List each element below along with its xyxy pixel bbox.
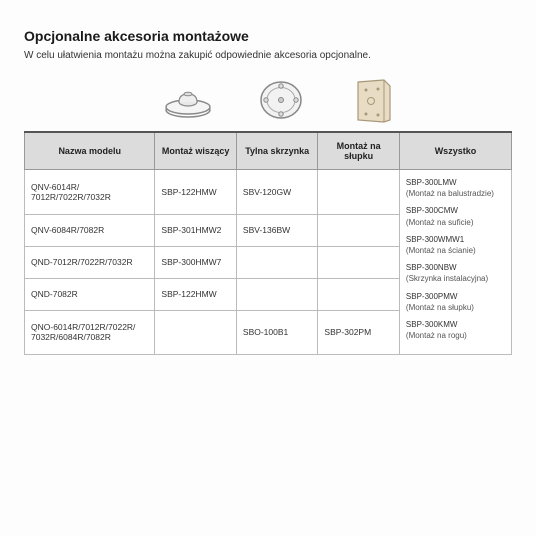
cell-backbox: SBV-136BW bbox=[236, 214, 318, 246]
cell-hanging: SBP-122HMW bbox=[155, 278, 237, 310]
cell-pole: SBP-302PM bbox=[318, 310, 400, 355]
table-header-row: Nazwa modelu Montaż wiszący Tylna skrzyn… bbox=[25, 132, 512, 170]
cell-all: SBP-300LMW(Montaż na balustradzie) SBP-30… bbox=[399, 170, 511, 355]
col-hanging: Montaż wiszący bbox=[155, 132, 237, 170]
cell-pole bbox=[318, 278, 400, 310]
all-item-code: SBP-300LMW bbox=[406, 177, 505, 188]
all-item-code: SBP-300NBW bbox=[406, 262, 505, 273]
cell-hanging: SBP-122HMW bbox=[155, 170, 237, 215]
all-item-code: SBP-300CMW bbox=[406, 205, 505, 216]
all-item-desc: (Montaż na suficie) bbox=[406, 217, 505, 228]
all-item-code: SBP-300KMW bbox=[406, 319, 505, 330]
cell-model: QND-7082R bbox=[25, 278, 155, 310]
cell-hanging: SBP-300HMW7 bbox=[155, 246, 237, 278]
all-item-desc: (Montaż na balustradzie) bbox=[406, 188, 505, 199]
all-item-desc: (Montaż na ścianie) bbox=[406, 245, 505, 256]
cell-hanging: SBP-301HMW2 bbox=[155, 214, 237, 246]
cell-model: QNV-6014R/ 7012R/7022R/7032R bbox=[25, 170, 155, 215]
col-all: Wszystko bbox=[399, 132, 511, 170]
all-item-desc: (Skrzynka instalacyjna) bbox=[406, 273, 505, 284]
page-title: Opcjonalne akcesoria montażowe bbox=[24, 28, 512, 44]
col-model: Nazwa modelu bbox=[25, 132, 155, 170]
all-item-desc: (Montaż na rogu) bbox=[406, 330, 505, 341]
cell-backbox: SBV-120GW bbox=[236, 170, 318, 215]
cell-backbox bbox=[236, 278, 318, 310]
cell-hanging bbox=[155, 310, 237, 355]
col-pole: Montaż na słupku bbox=[318, 132, 400, 170]
all-item-desc: (Montaż na słupku) bbox=[406, 302, 505, 313]
col-backbox: Tylna skrzynka bbox=[236, 132, 318, 170]
table-row: QNV-6014R/ 7012R/7022R/7032RSBP-122HMWSB… bbox=[25, 170, 512, 215]
cell-backbox bbox=[236, 246, 318, 278]
backbox-icon bbox=[255, 75, 308, 125]
cell-pole bbox=[318, 214, 400, 246]
cell-model: QND-7012R/7022R/7032R bbox=[25, 246, 155, 278]
cell-backbox: SBO-100B1 bbox=[236, 310, 318, 355]
all-item-code: SBP-300WMW1 bbox=[406, 234, 505, 245]
page-subtitle: W celu ułatwienia montażu można zakupić … bbox=[24, 50, 512, 61]
cell-pole bbox=[318, 170, 400, 215]
cell-model: QNO-6014R/7012R/7022R/ 7032R/6084R/7082R bbox=[25, 310, 155, 355]
hanging-mount-icon bbox=[162, 75, 215, 125]
accessories-table: Nazwa modelu Montaż wiszący Tylna skrzyn… bbox=[24, 131, 512, 355]
pole-mount-icon bbox=[348, 75, 401, 125]
cell-model: QNV-6084R/7082R bbox=[25, 214, 155, 246]
icons-row bbox=[24, 75, 512, 125]
cell-pole bbox=[318, 246, 400, 278]
all-item-code: SBP-300PMW bbox=[406, 291, 505, 302]
